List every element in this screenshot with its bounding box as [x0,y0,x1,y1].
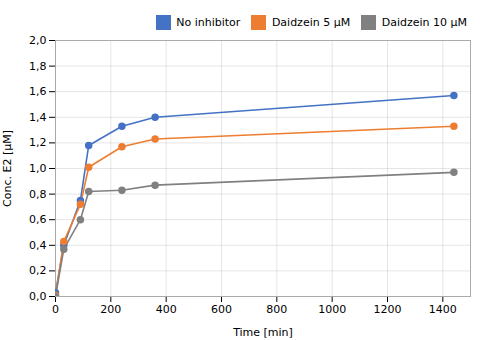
html-text:No inhibitor: No inhibitor [176,16,241,29]
svg-text:Conc. E2 [μM]: Conc. E2 [μM] [1,130,14,207]
svg-text:0,2: 0,2 [29,264,47,277]
svg-text:0,4: 0,4 [29,239,47,252]
svg-text:1,6: 1,6 [29,85,47,98]
svg-text:Time [min]: Time [min] [232,326,293,339]
svg-text:1000: 1000 [318,303,346,316]
svg-text:200: 200 [100,303,121,316]
svg-text:1,0: 1,0 [29,162,47,175]
svg-text:1,8: 1,8 [29,60,47,73]
html-text:Daidzein 10 μM: Daidzein 10 μM [381,16,467,29]
svg-text:1400: 1400 [429,303,457,316]
svg-text:0,8: 0,8 [29,188,47,201]
svg-text:0: 0 [52,303,59,316]
svg-text:2,0: 2,0 [29,34,47,47]
svg-text:1200: 1200 [374,303,402,316]
svg-text:0,0: 0,0 [29,290,47,303]
html-text:Daidzein 5 μM: Daidzein 5 μM [271,16,351,29]
svg-text:400: 400 [156,303,177,316]
svg-text:1,2: 1,2 [29,136,47,149]
svg-text:1,4: 1,4 [29,111,47,124]
svg-text:0,6: 0,6 [29,213,47,226]
svg-text:600: 600 [211,303,232,316]
svg-text:800: 800 [266,303,287,316]
